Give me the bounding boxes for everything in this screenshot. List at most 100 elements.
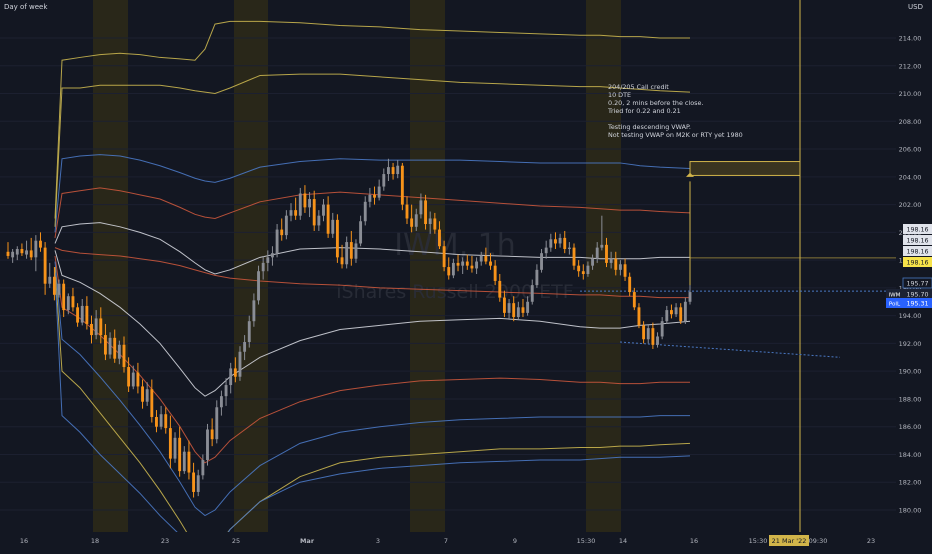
- candle-body: [512, 303, 516, 318]
- candle-body: [103, 335, 107, 355]
- candle-body: [428, 218, 432, 225]
- candle-body: [192, 472, 196, 492]
- candle-body: [558, 237, 562, 244]
- candle-body: [275, 229, 279, 254]
- candle-body: [178, 437, 182, 472]
- candle-body: [618, 264, 622, 270]
- candle-body: [252, 300, 256, 322]
- candle-body: [368, 194, 372, 202]
- price-axis[interactable]: 180.00 182.00 184.00 186.00 188.00 190.00 192.…: [896, 0, 932, 550]
- candle-body: [62, 283, 66, 311]
- candle-body: [90, 323, 93, 336]
- candle-body: [498, 280, 502, 298]
- candle-body: [540, 253, 543, 270]
- time-tick-label: 18: [91, 537, 99, 545]
- candle-body: [447, 267, 451, 276]
- price-tick-label: 212.00: [899, 62, 922, 70]
- candle-body: [414, 214, 418, 227]
- price-tick-label: 206.00: [899, 146, 922, 154]
- price-label-box: [903, 257, 932, 267]
- candle-body: [586, 265, 590, 274]
- candle-body: [632, 292, 636, 308]
- candle-body: [57, 283, 61, 295]
- time-tick-label: 25: [232, 537, 240, 545]
- candle-body: [567, 247, 571, 250]
- price-tick-label: 188.00: [899, 395, 922, 403]
- price-label-box: [903, 235, 932, 245]
- candle-body: [122, 344, 126, 368]
- annotation-line: Testing descending VWAP.: [607, 123, 691, 131]
- time-tick-label: 23: [867, 537, 875, 545]
- price-label-prefix-box: [886, 298, 903, 308]
- price-label-value: 195.70: [906, 292, 928, 299]
- drawings[interactable]: [580, 0, 896, 532]
- candle-body: [340, 257, 344, 265]
- price-tick-label: 186.00: [899, 423, 922, 431]
- candle-body: [549, 239, 553, 248]
- candle-body: [646, 328, 650, 340]
- candle-body: [145, 389, 149, 402]
- price-tick-label: 208.00: [899, 118, 922, 126]
- candle-body: [289, 210, 293, 216]
- candle-body: [386, 167, 390, 175]
- day-of-week-label: Day of week: [4, 3, 48, 11]
- candle-body: [456, 262, 460, 266]
- candle-body: [451, 262, 455, 276]
- time-tick-label: 14: [619, 537, 627, 545]
- annotation-line: 10 DTE: [608, 91, 631, 99]
- price-label-box: [902, 277, 932, 289]
- candle-body: [326, 204, 330, 234]
- time-tick-label: 3: [376, 537, 380, 545]
- session-band: [410, 0, 445, 532]
- candle-body: [43, 247, 47, 284]
- candle-body: [52, 276, 56, 295]
- price-label-value: 198.16: [906, 238, 928, 245]
- candle-body: [196, 475, 200, 492]
- candle-body: [298, 193, 302, 216]
- candle-body: [322, 204, 325, 216]
- candle-body: [683, 301, 687, 322]
- candle-body: [173, 437, 177, 459]
- price-label-value: 198.16: [906, 227, 928, 234]
- candle-body: [150, 389, 154, 417]
- candle-body: [442, 246, 446, 268]
- vwap-line: [54, 247, 690, 299]
- time-tick-label: 16: [20, 537, 28, 545]
- time-axis-bg: [0, 532, 932, 550]
- candle-body: [20, 249, 24, 254]
- price-label-box: [903, 246, 932, 256]
- candle-body: [261, 262, 265, 272]
- candle-body: [215, 407, 219, 440]
- price-label-box: [903, 298, 932, 308]
- candles: [6, 158, 692, 498]
- price-tick-label: 214.00: [899, 35, 922, 43]
- price-label-value: 195.77: [906, 281, 928, 288]
- price-tick-label: 210.00: [899, 90, 922, 98]
- candle-body: [317, 215, 321, 226]
- candle-body: [266, 257, 270, 263]
- candle-body: [201, 460, 205, 476]
- candle-body: [382, 174, 386, 187]
- price-tick-label: 194.00: [899, 312, 922, 320]
- candle-body: [405, 204, 409, 219]
- candle-body: [521, 307, 525, 313]
- candle-body: [243, 342, 247, 352]
- annotation-line: Not testing VWAP on M2K or RTY yet 1980: [608, 131, 743, 139]
- candle-body: [229, 368, 233, 386]
- candle-body: [335, 219, 339, 258]
- candle-body: [94, 318, 98, 336]
- candle-body: [11, 251, 15, 258]
- candle-body: [660, 321, 664, 337]
- candle-body: [642, 325, 646, 340]
- currency-label[interactable]: USD: [908, 3, 923, 11]
- price-tick-label: 184.00: [899, 451, 922, 459]
- candle-body: [465, 261, 469, 266]
- candle-body: [206, 429, 209, 461]
- candle-body: [665, 310, 669, 322]
- annotation-line: Tried for 0.22 and 0.21: [607, 107, 681, 115]
- candle-body: [308, 199, 312, 208]
- time-axis[interactable]: 16 18 23 25 Mar 3 7 9 15:30 14 16 15:30 21 Mar '22 09…: [0, 532, 932, 550]
